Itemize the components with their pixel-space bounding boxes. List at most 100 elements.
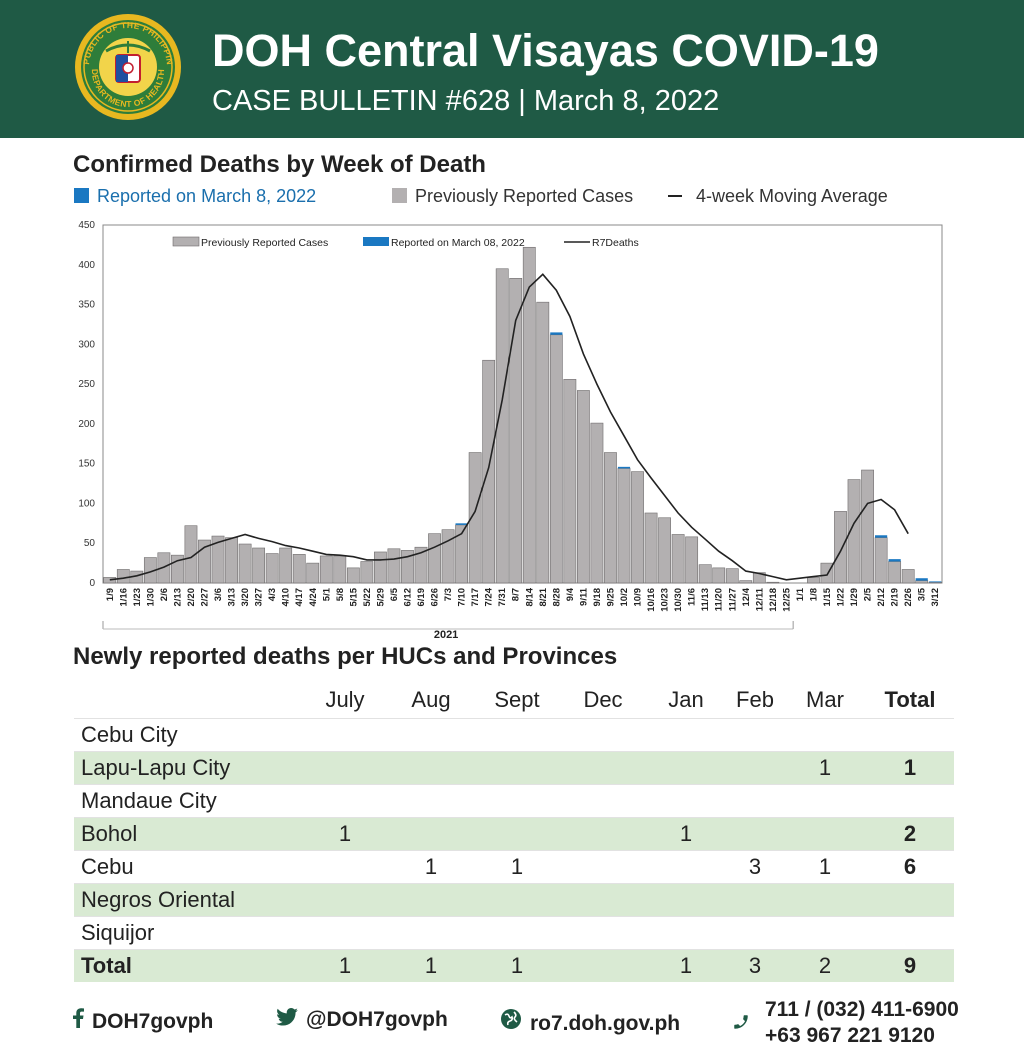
bar-previous [374, 551, 387, 584]
x-tick-label: 7/3 [443, 588, 454, 601]
row-value-cell [388, 785, 474, 818]
x-tick-label: 2/26 [903, 588, 914, 607]
table-header-dec: Dec [583, 687, 623, 712]
plot-frame [102, 224, 943, 584]
row-value-cell [784, 719, 866, 752]
row-value-cell [726, 785, 784, 818]
bar-reported [455, 523, 468, 525]
row-value-cell [646, 884, 726, 917]
table-title: Newly reported deaths per HUCs and Provi… [73, 643, 618, 670]
bar-reported [617, 466, 631, 469]
x-tick-label: 8/21 [538, 587, 549, 606]
row-value-cell [388, 917, 474, 950]
footer: DOH7govph @DOH7govph ro7.doh.gov.ph 711 … [0, 995, 1024, 1055]
x-tick-label: 2/12 [876, 588, 887, 607]
chart-x-ticks: 1/9 1/16 1/23 1/30 2/6 2/13 2/20 2/27 3/6 3/13 3/2… [102, 587, 941, 640]
bar-previous [604, 452, 617, 584]
x-tick-label: 4/3 [267, 588, 278, 601]
doh-seal-logo: REPUBLIC OF THE PHILIPPINES DEPARTMENT O… [74, 13, 181, 120]
x-tick-label: 1/23 [132, 588, 143, 607]
bar-previous [184, 525, 198, 584]
x-tick-label: 6/19 [416, 588, 427, 607]
twitter-link[interactable]: @DOH7govph [276, 1008, 448, 1032]
bar-previous [874, 537, 888, 584]
x-tick-label: 1/1 [795, 587, 806, 601]
row-value-cell [474, 917, 560, 950]
phone-numbers: 711 / (032) 411-6900 +63 967 221 9120 [765, 997, 959, 1049]
x-tick-label: 1/15 [822, 587, 833, 606]
row-value-cell [784, 785, 866, 818]
x-tick-label: 1/9 [105, 588, 116, 601]
y-tick-label: 300 [78, 339, 95, 350]
bar-previous [509, 278, 523, 584]
bar-previous [468, 452, 482, 584]
x-tick-label: 7/24 [484, 587, 495, 606]
page-title: DOH Central Visayas COVID-19 [212, 25, 879, 76]
bar-previous [739, 580, 753, 584]
legend-previous-label: Previously Reported Cases [415, 186, 634, 206]
bar-previous [563, 379, 577, 584]
bar-previous [644, 512, 658, 584]
legend-reported-swatch [74, 188, 89, 203]
x-tick-label: 2/6 [159, 588, 170, 601]
x-tick-label: 2/27 [199, 588, 210, 607]
chart-inner-legend: Previously Reported Cases Reported on Mar… [172, 236, 639, 249]
x-tick-label: 4/24 [308, 587, 319, 606]
table-header-name [74, 682, 302, 719]
x-tick-label: 10/23 [660, 588, 671, 612]
x-tick-label: 11/6 [687, 588, 698, 606]
bar-previous [495, 268, 509, 584]
bar-previous [807, 577, 820, 584]
y-tick-label: 250 [78, 379, 95, 390]
x-tick-label: 5/22 [362, 588, 373, 607]
x-tick-label: 11/13 [700, 588, 711, 611]
row-value-cell [646, 752, 726, 785]
row-value-cell [388, 719, 474, 752]
x-tick-label: 9/18 [592, 588, 603, 607]
row-value-cell [726, 752, 784, 785]
bar-previous [658, 517, 671, 584]
bar-previous [766, 581, 780, 584]
bar-previous [428, 533, 441, 584]
y-tick-label: 350 [78, 300, 95, 311]
table-row: Cebu 1 1 3 1 6 [74, 850, 954, 884]
row-total-cell [866, 785, 954, 818]
facebook-icon [72, 1008, 84, 1034]
row-value-cell [784, 917, 866, 950]
row-value-cell: 1 [818, 755, 832, 780]
bar-previous [103, 577, 117, 584]
x-tick-label: 5/1 [321, 587, 332, 601]
row-value-cell [474, 719, 560, 752]
facebook-link[interactable]: DOH7govph [72, 1008, 213, 1034]
inner-legend-previous-label: Previously Reported Cases [201, 237, 328, 249]
row-value-cell: 1 [424, 854, 438, 879]
x-tick-label: 8/28 [551, 588, 562, 607]
x-tick-label: 3/20 [240, 588, 251, 607]
row-name: Lapu-Lapu City [81, 755, 231, 780]
chart-title: Confirmed Deaths by Week of Death [73, 151, 486, 178]
row-value-cell [302, 851, 388, 884]
row-value-cell: 1 [679, 953, 693, 978]
row-value-cell: 1 [338, 821, 352, 846]
table-header-july: July [325, 687, 365, 712]
row-value-cell [784, 818, 866, 851]
chart-line [109, 273, 909, 581]
x-tick-label: 1/16 [118, 588, 129, 607]
row-value-cell: 3 [748, 854, 762, 879]
table-row: Negros Oriental [74, 883, 954, 917]
row-value-cell [560, 851, 646, 884]
bar-previous [279, 547, 293, 584]
row-name: Cebu [81, 854, 134, 879]
bar-reported [888, 559, 901, 562]
row-value-cell [560, 752, 646, 785]
x-tick-label: 3/27 [254, 588, 265, 607]
x-tick-label: 12/11 [754, 587, 765, 611]
x-tick-label: 12/18 [768, 588, 779, 612]
bar-previous [319, 555, 333, 584]
row-value-cell [560, 818, 646, 851]
row-total-cell [866, 719, 954, 752]
website-link[interactable]: ro7.doh.gov.ph [500, 1008, 680, 1036]
row-total-cell: 1 [903, 755, 917, 780]
bar-previous [549, 334, 563, 584]
